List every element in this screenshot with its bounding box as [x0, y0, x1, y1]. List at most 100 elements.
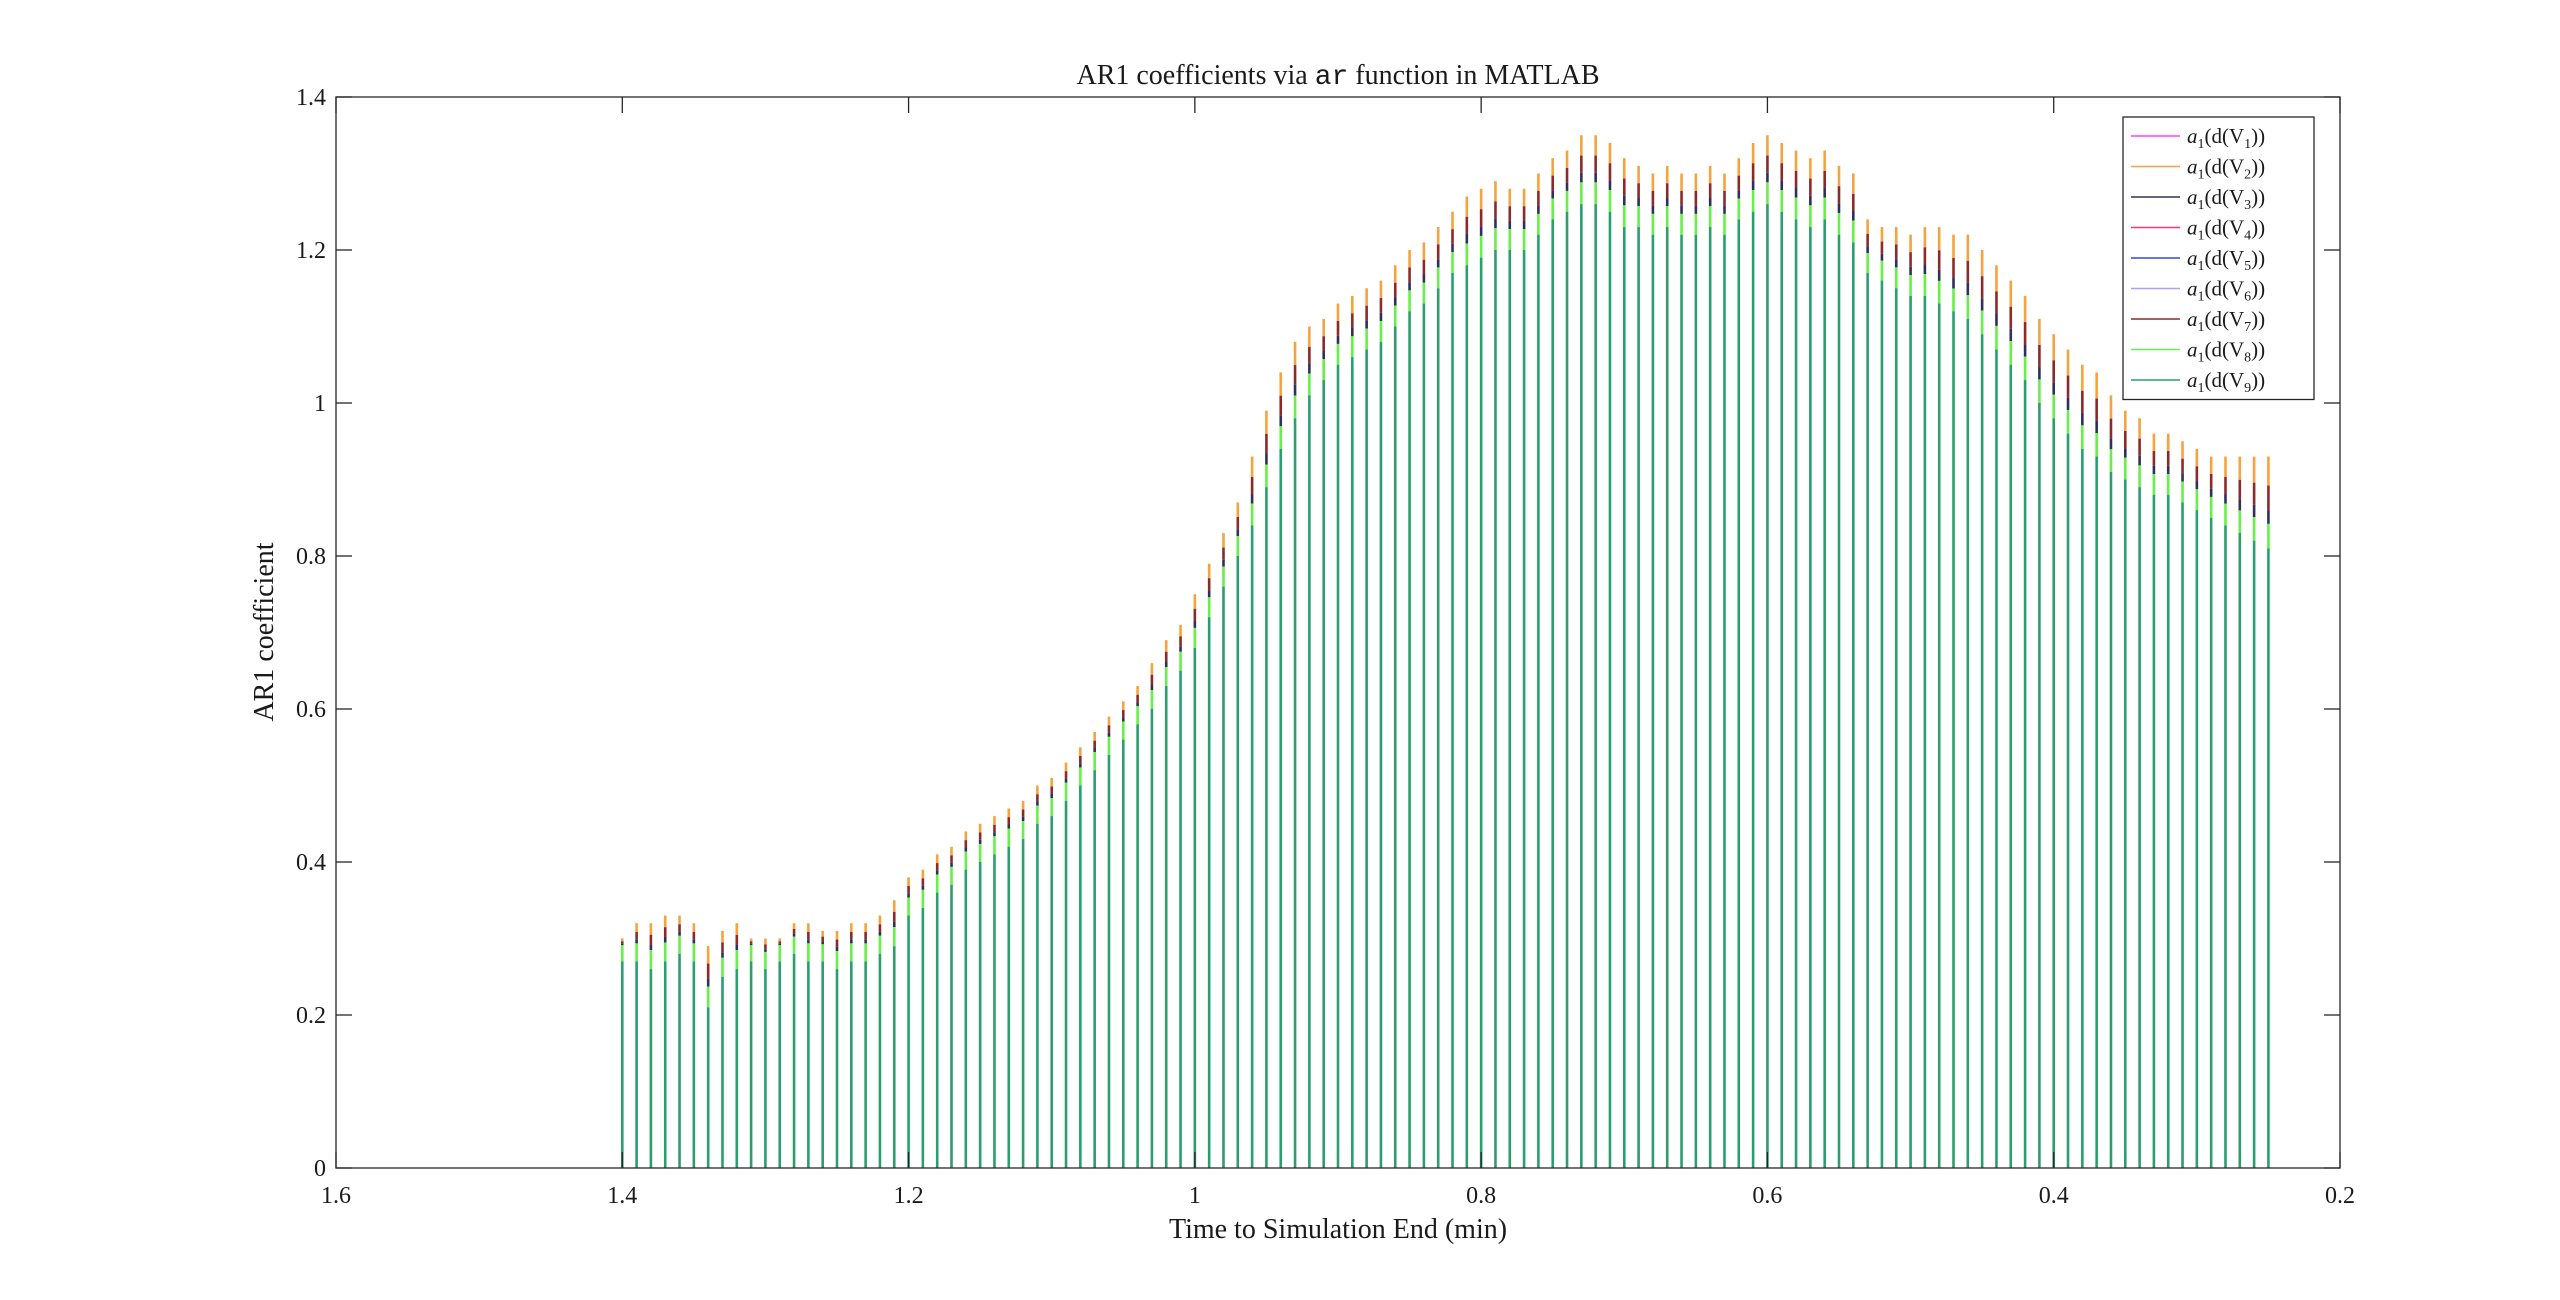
- legend-label: a1(d(V7)): [2187, 307, 2265, 335]
- bar-segment: [649, 950, 653, 970]
- bar-segment: [1809, 227, 1812, 1169]
- bar-segment: [1823, 150, 1826, 171]
- bar-segment: [1651, 205, 1655, 214]
- bar-segment: [635, 961, 638, 1168]
- bar: [1780, 142, 1784, 1168]
- bar-segment: [1923, 295, 1927, 1168]
- bar-segment: [1594, 204, 1597, 1169]
- bar-segment: [1580, 135, 1583, 156]
- bar-segment: [1365, 349, 1368, 1168]
- bar-segment: [2023, 344, 2027, 357]
- bar-segment: [2238, 456, 2242, 480]
- bar-segment: [1665, 206, 1669, 228]
- bar-segment: [706, 978, 710, 987]
- bar-segment: [1093, 748, 1096, 753]
- bar-segment: [1537, 213, 1540, 235]
- bar-segment: [1351, 328, 1354, 337]
- bar-segment: [2095, 456, 2098, 1168]
- bar-segment: [2081, 364, 2084, 391]
- bar-segment: [1708, 197, 1712, 207]
- bar-segment: [1365, 328, 1368, 350]
- bar-segment: [2081, 412, 2084, 426]
- bar-segment: [1680, 205, 1683, 214]
- bar-segment: [2252, 517, 2256, 541]
- bar-segment: [678, 924, 681, 932]
- bar-segment: [821, 936, 824, 942]
- bar-segment: [1937, 269, 1941, 281]
- bar: [2095, 372, 2098, 1168]
- bar-segment: [1608, 190, 1612, 212]
- bar-segment: [2209, 488, 2213, 497]
- bar: [1236, 502, 1240, 1168]
- bar-segment: [1952, 311, 1955, 1168]
- bar-segment: [1408, 311, 1411, 1168]
- bar-segment: [921, 889, 925, 908]
- bar-segment: [1408, 290, 1411, 312]
- bar-segment: [1136, 702, 1139, 707]
- bar-segment: [749, 961, 753, 1168]
- bar-segment: [1952, 234, 1955, 258]
- bar-segment: [1393, 297, 1397, 306]
- bar-segment: [2081, 425, 2084, 449]
- bar-segment: [907, 893, 910, 898]
- bar-segment: [1837, 212, 1841, 235]
- bar: [1980, 250, 1984, 1168]
- bar-segment: [2052, 394, 2056, 419]
- bar-segment: [2009, 364, 2013, 1168]
- x-tick-label: 1.6: [321, 1183, 351, 1209]
- bar: [749, 938, 753, 1168]
- bar-segment: [1150, 674, 1154, 685]
- bar-segment: [1136, 706, 1139, 725]
- bar-segment: [1594, 182, 1597, 205]
- bar-segment: [1393, 282, 1397, 298]
- bar-segment: [2152, 433, 2156, 452]
- bar-segment: [1365, 288, 1368, 306]
- bar-segment: [792, 923, 796, 930]
- bar-segment: [821, 961, 824, 1168]
- bar-segment: [635, 943, 638, 962]
- bar-segment: [1952, 277, 1955, 289]
- bar-segment: [1107, 725, 1111, 733]
- bar-segment: [835, 930, 839, 940]
- bar-segment: [1207, 590, 1211, 598]
- bar-segment: [1465, 233, 1469, 244]
- bar: [1336, 303, 1340, 1168]
- bar-segment: [1465, 243, 1469, 266]
- bar-segment: [663, 961, 667, 1168]
- bar-segment: [2009, 328, 2013, 342]
- bar-segment: [1179, 624, 1182, 637]
- bar-segment: [1780, 180, 1784, 191]
- bar: [1036, 785, 1039, 1168]
- bar-segment: [807, 961, 810, 1168]
- bar: [1694, 173, 1698, 1168]
- bar-segment: [764, 969, 767, 1168]
- bar-segment: [1737, 158, 1741, 176]
- bar-segment: [892, 927, 896, 947]
- bar-segment: [964, 840, 968, 848]
- bar-segment: [721, 976, 724, 1168]
- bar-segment: [850, 943, 853, 962]
- bar-segment: [2267, 548, 2270, 1168]
- bar-segment: [2066, 349, 2070, 376]
- bar-segment: [792, 936, 796, 954]
- bar-segment: [1852, 220, 1855, 243]
- bar-segment: [1866, 246, 1869, 254]
- bar-segment: [1794, 150, 1798, 171]
- bar-segment: [635, 931, 638, 940]
- bar: [2209, 456, 2213, 1168]
- bar-segment: [807, 939, 810, 944]
- bar-segment: [864, 923, 867, 932]
- bar-segment: [1150, 663, 1154, 675]
- bar-segment: [1637, 165, 1640, 184]
- bar-segment: [1866, 272, 1869, 1168]
- bar-segment: [1794, 188, 1798, 198]
- bar-segment: [749, 943, 753, 946]
- bar-segment: [1622, 195, 1626, 206]
- bar-segment: [1136, 724, 1139, 1168]
- bar-segment: [1980, 250, 1984, 277]
- bar-segment: [2052, 382, 2056, 395]
- bar-segment: [1694, 205, 1698, 214]
- bar: [1393, 265, 1397, 1168]
- bar-segment: [1494, 228, 1497, 250]
- bar: [1766, 135, 1769, 1169]
